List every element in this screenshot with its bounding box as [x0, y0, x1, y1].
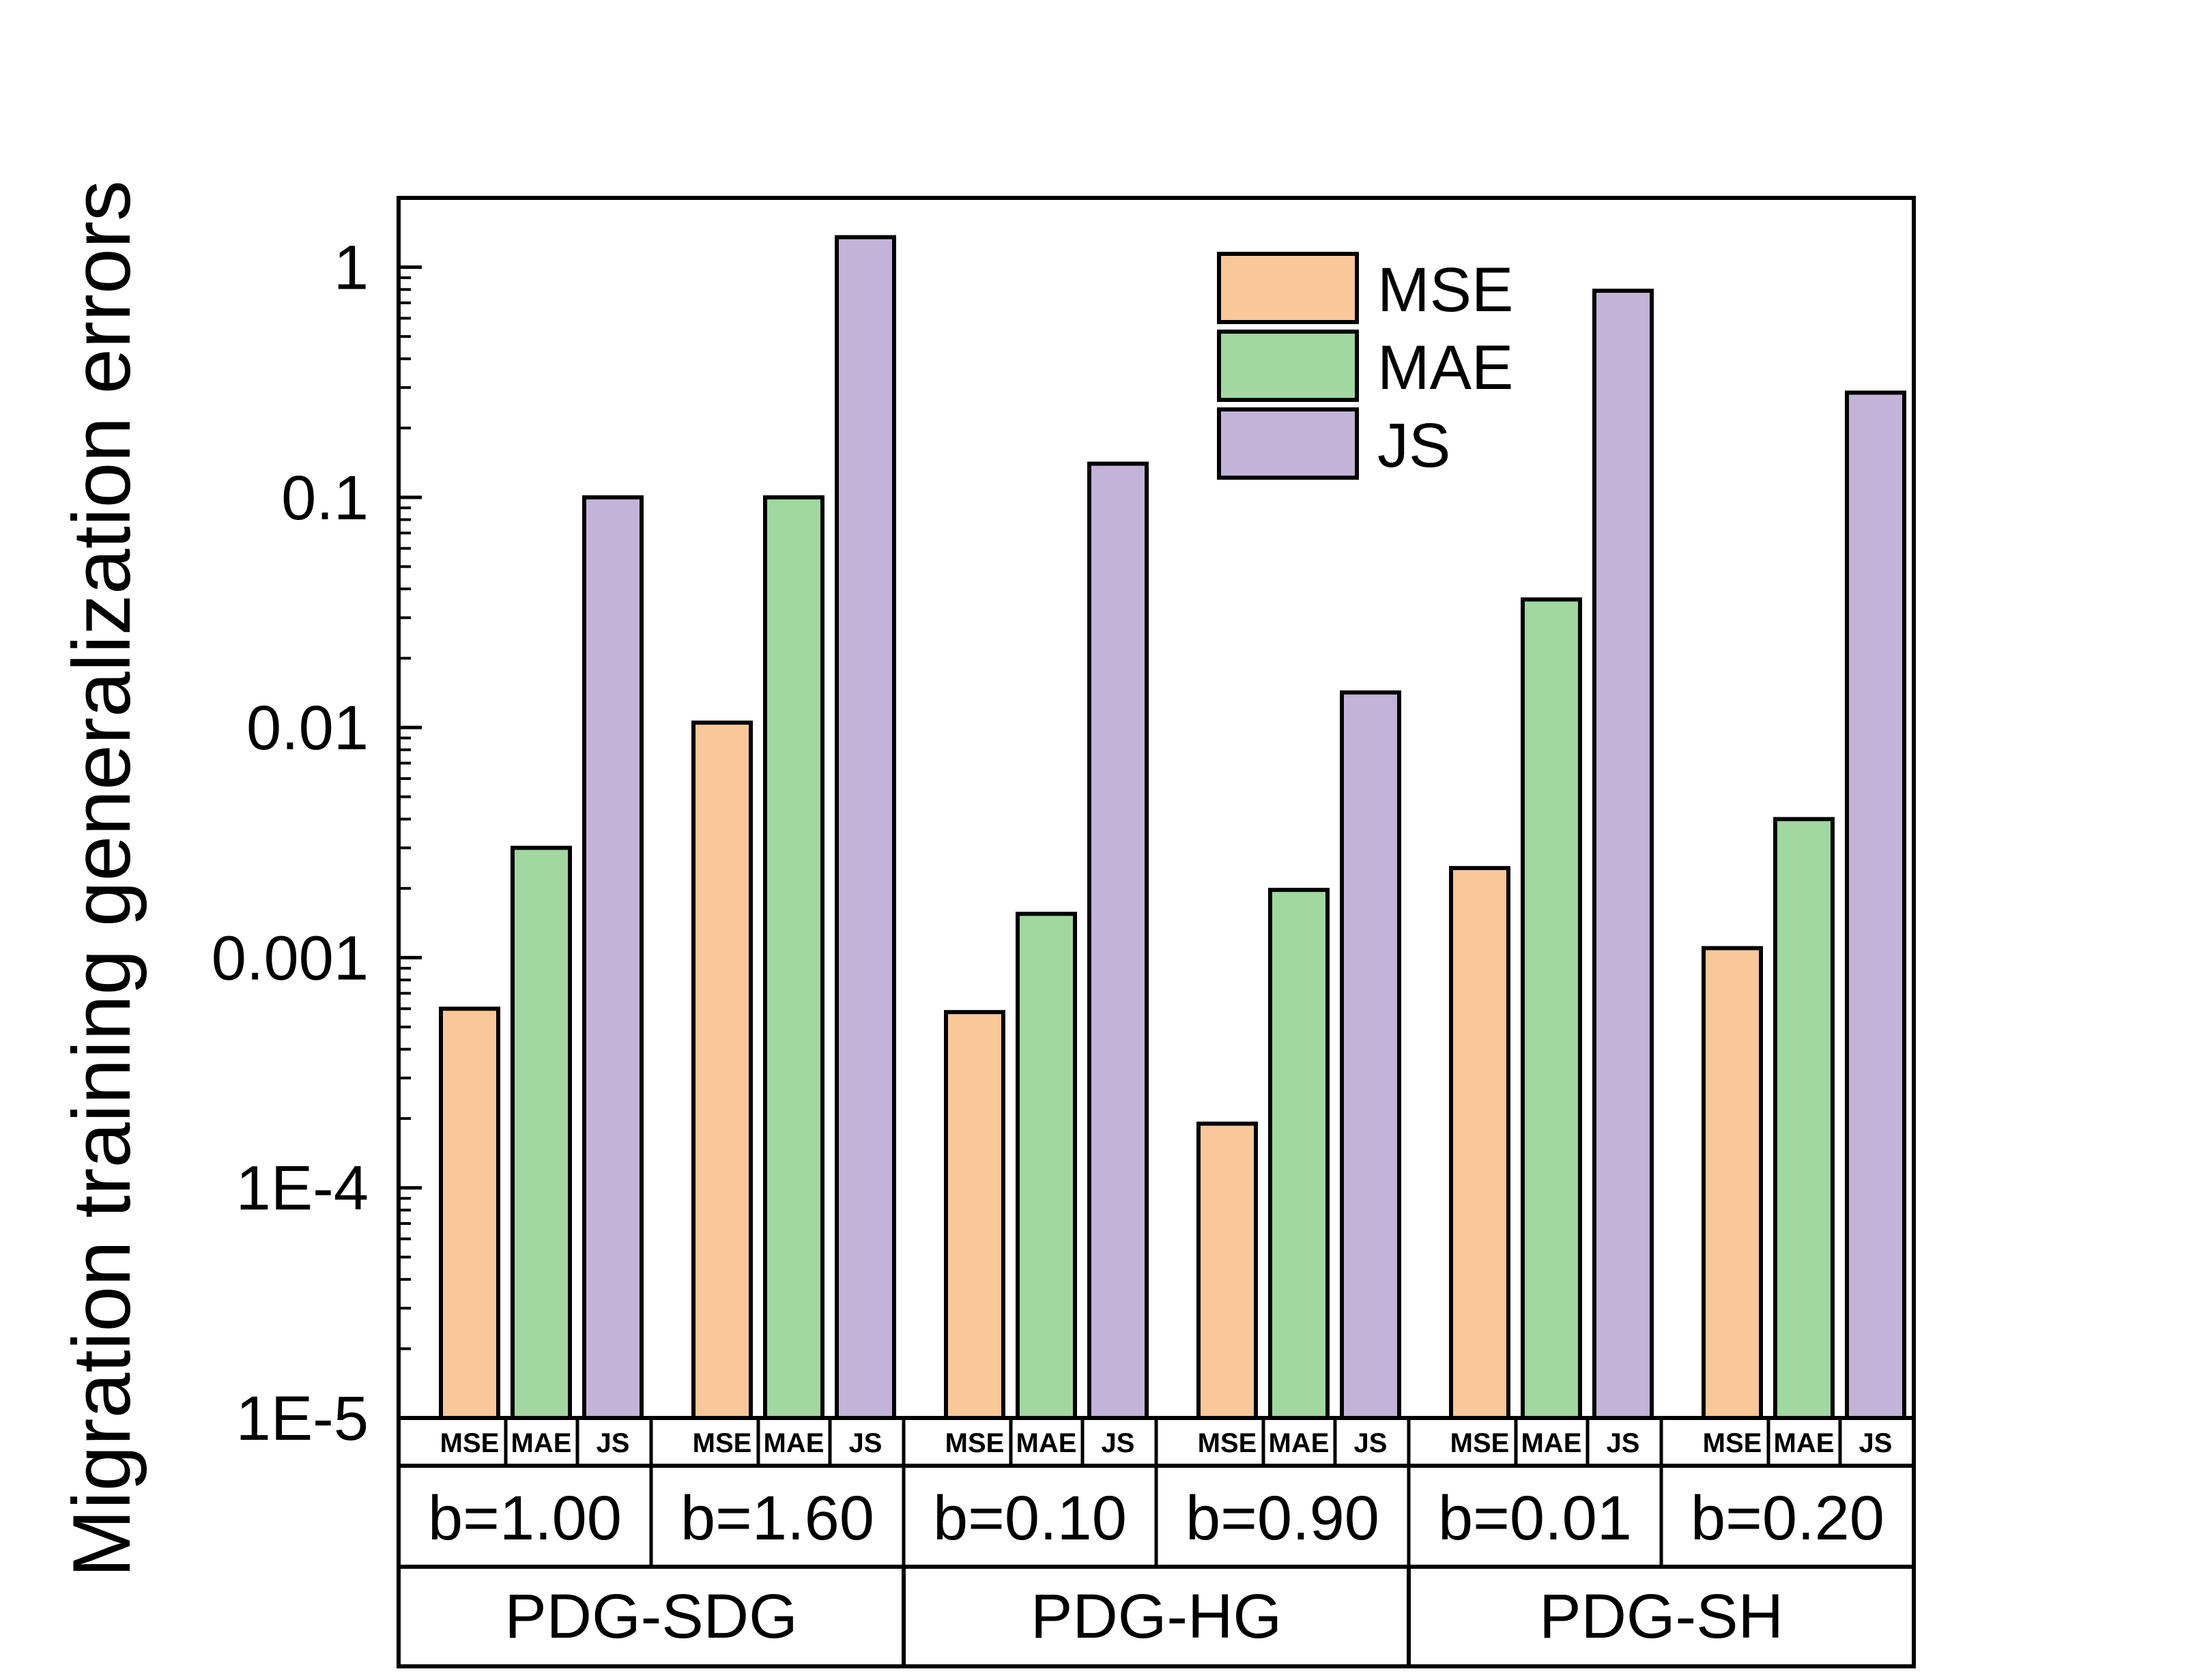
metric-label: MSE	[1198, 1428, 1257, 1458]
metric-label: MAE	[1016, 1428, 1077, 1458]
legend-swatch-js	[1217, 407, 1359, 480]
metric-label: MAE	[764, 1428, 824, 1458]
subgroup-label: b=0.90	[1186, 1483, 1379, 1553]
bar-mae	[511, 845, 572, 1420]
plot-frame	[397, 196, 1916, 1668]
metric-label: MAE	[1269, 1428, 1330, 1458]
legend-label: MSE	[1377, 255, 1513, 325]
bar-js	[1592, 289, 1654, 1420]
metric-label: MAE	[511, 1428, 572, 1458]
legend: MSE MAE JS	[1217, 252, 1513, 480]
legend-label: JS	[1377, 411, 1450, 480]
bar-mse	[944, 1010, 1005, 1420]
metric-label: MSE	[945, 1428, 1005, 1458]
bar-js	[1340, 690, 1401, 1420]
subgroup-label: b=1.00	[428, 1483, 622, 1553]
metric-label: MAE	[1521, 1428, 1582, 1458]
metric-label: MAE	[1774, 1428, 1835, 1458]
subgroup-label: b=0.01	[1438, 1483, 1632, 1553]
metric-label: MSE	[1450, 1428, 1510, 1458]
y-tick-label: 1E-4	[236, 1154, 369, 1223]
bar-js	[835, 235, 896, 1421]
y-axis: 1 0.1 0.01 0.001 1E-4 1E-5	[212, 197, 422, 1453]
y-tick-label: 1E-5	[236, 1384, 369, 1453]
metric-label: JS	[1354, 1428, 1388, 1458]
group-label: PDG-HG	[1031, 1582, 1282, 1651]
bar-mse	[691, 720, 753, 1420]
metric-label: JS	[597, 1428, 630, 1458]
metric-label: JS	[1607, 1428, 1640, 1458]
metric-label: JS	[1859, 1428, 1893, 1458]
metric-label: JS	[1102, 1428, 1135, 1458]
bar-js	[1087, 461, 1149, 1420]
bar-mae	[1521, 597, 1582, 1420]
bar-js	[1845, 390, 1906, 1421]
legend-swatch-mse	[1217, 252, 1359, 324]
y-tick-label: 1	[334, 233, 369, 303]
metric-label: MSE	[1703, 1428, 1762, 1458]
bar-mae	[763, 495, 824, 1420]
y-tick-label: 0.01	[246, 693, 369, 763]
bar-mse	[1702, 946, 1763, 1420]
y-tick-label: 0.1	[281, 463, 369, 533]
metric-label: MSE	[440, 1428, 500, 1458]
group-label: PDG-SDG	[504, 1582, 797, 1651]
subgroup-label: b=0.10	[933, 1483, 1127, 1553]
subgroup-label: b=1.60	[680, 1483, 874, 1553]
category-table: MSE MAE JS b=1.00 MSE MAE JS b=1.60 PDG-SDG MSE MA…	[399, 1416, 1914, 1666]
y-axis-label: Migration training generalization errors	[56, 180, 147, 1578]
legend-label: MAE	[1377, 333, 1513, 403]
legend-swatch-mae	[1217, 330, 1359, 402]
bar-mse	[1449, 866, 1510, 1420]
bar-mse	[439, 1006, 500, 1421]
bar-mae	[1016, 912, 1077, 1420]
metric-label: MSE	[693, 1428, 752, 1458]
bar-mae	[1268, 888, 1330, 1421]
bar-js	[582, 495, 644, 1420]
metric-label: JS	[849, 1428, 883, 1458]
bars	[439, 235, 1906, 1421]
bar-mae	[1773, 817, 1835, 1420]
subgroup-label: b=0.20	[1691, 1483, 1884, 1553]
bar-mse	[1196, 1121, 1258, 1420]
group-label: PDG-SH	[1539, 1582, 1783, 1651]
y-tick-label: 0.001	[212, 923, 369, 993]
